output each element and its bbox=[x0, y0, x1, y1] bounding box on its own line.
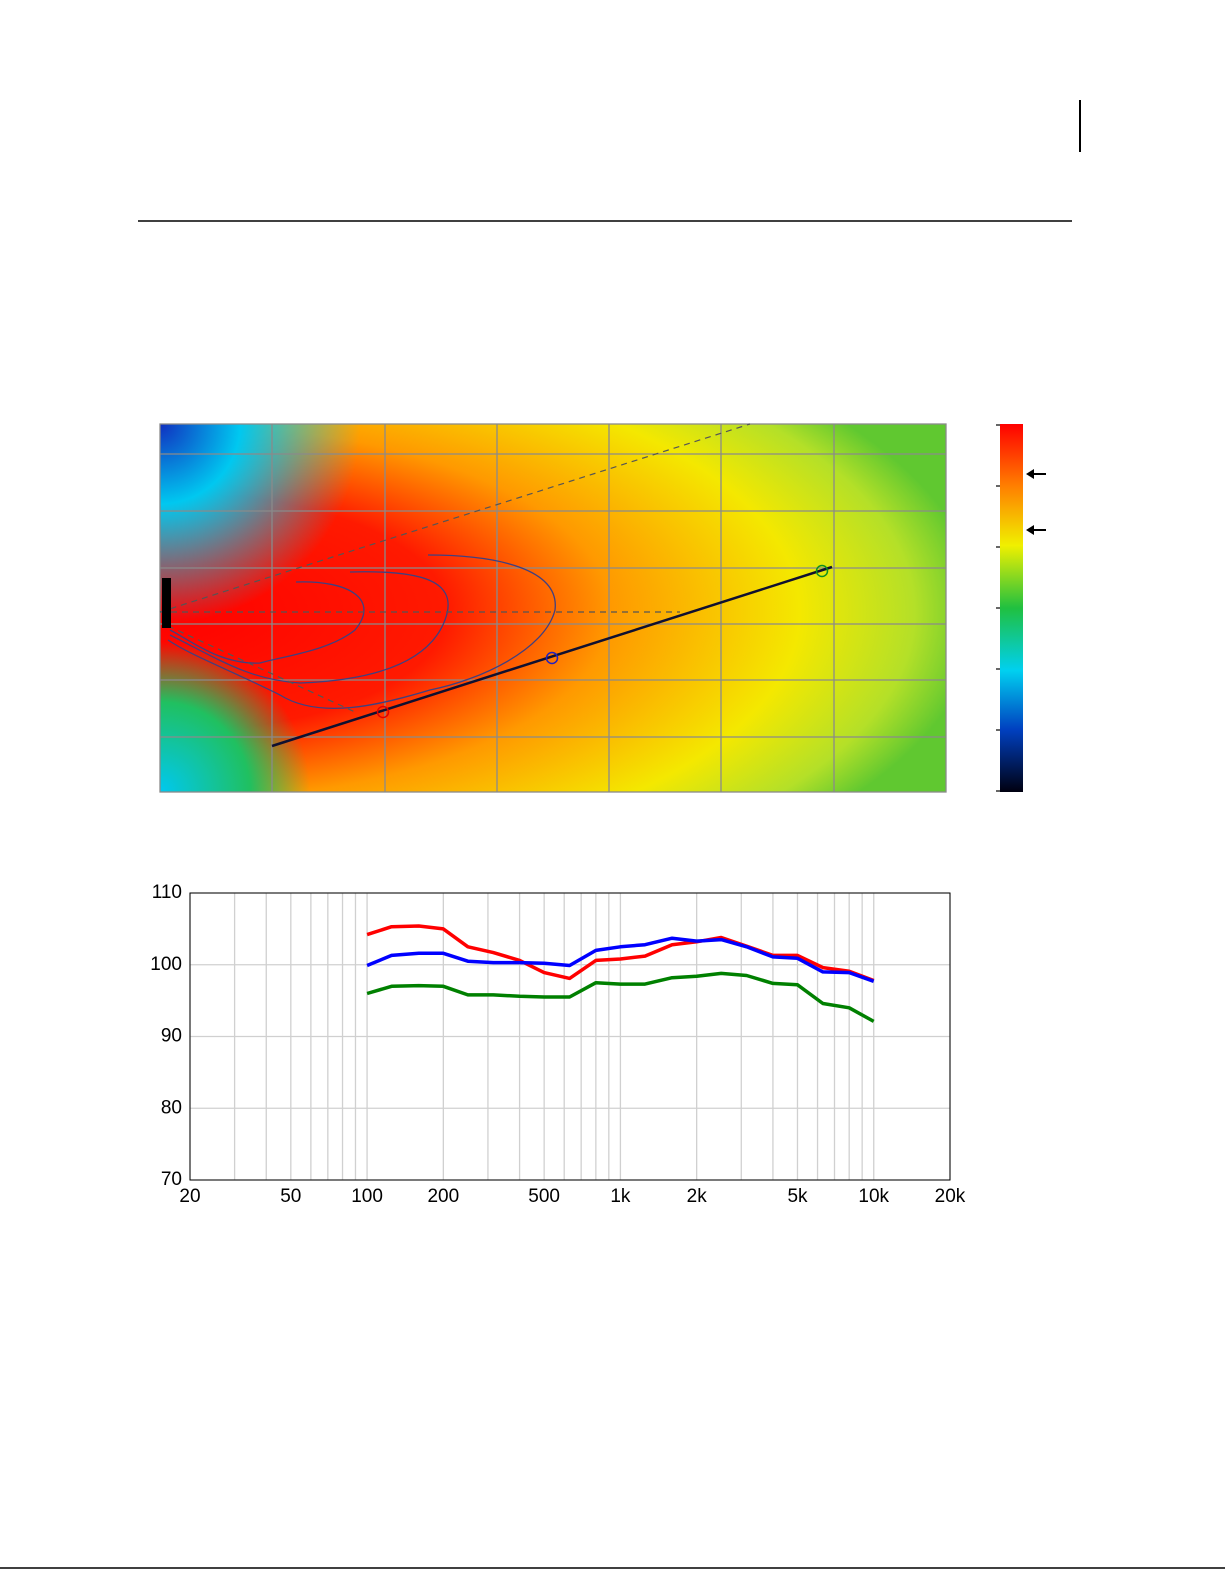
y-tick-label: 70 bbox=[161, 1169, 182, 1190]
x-tick-label: 10k bbox=[858, 1186, 889, 1207]
y-tick-label: 80 bbox=[161, 1097, 182, 1118]
x-tick-label: 500 bbox=[528, 1186, 560, 1207]
y-tick-label: 90 bbox=[161, 1026, 182, 1047]
series-line bbox=[366, 924, 875, 983]
y-tick-label: 110 bbox=[152, 882, 182, 903]
y-tick-label: 100 bbox=[150, 954, 182, 975]
line-chart: 20 50 100 200 500 1k 2k 5k 10k 20k 70 80 90 100 110 bbox=[150, 882, 966, 1207]
heatmap bbox=[159, 423, 947, 793]
plot-frame bbox=[189, 892, 951, 1181]
series-line bbox=[366, 936, 875, 983]
x-tick-label: 20 bbox=[179, 1186, 200, 1207]
x-tick-label: 200 bbox=[427, 1186, 459, 1207]
x-tick-label: 5k bbox=[787, 1186, 808, 1207]
color-scale bbox=[996, 424, 1046, 792]
x-tick-label: 20k bbox=[935, 1186, 966, 1207]
x-tick-label: 2k bbox=[687, 1186, 708, 1207]
x-tick-label: 1k bbox=[610, 1186, 631, 1207]
x-tick-label: 50 bbox=[280, 1186, 301, 1207]
x-tick-label: 100 bbox=[351, 1186, 383, 1207]
series-line bbox=[366, 971, 875, 1023]
